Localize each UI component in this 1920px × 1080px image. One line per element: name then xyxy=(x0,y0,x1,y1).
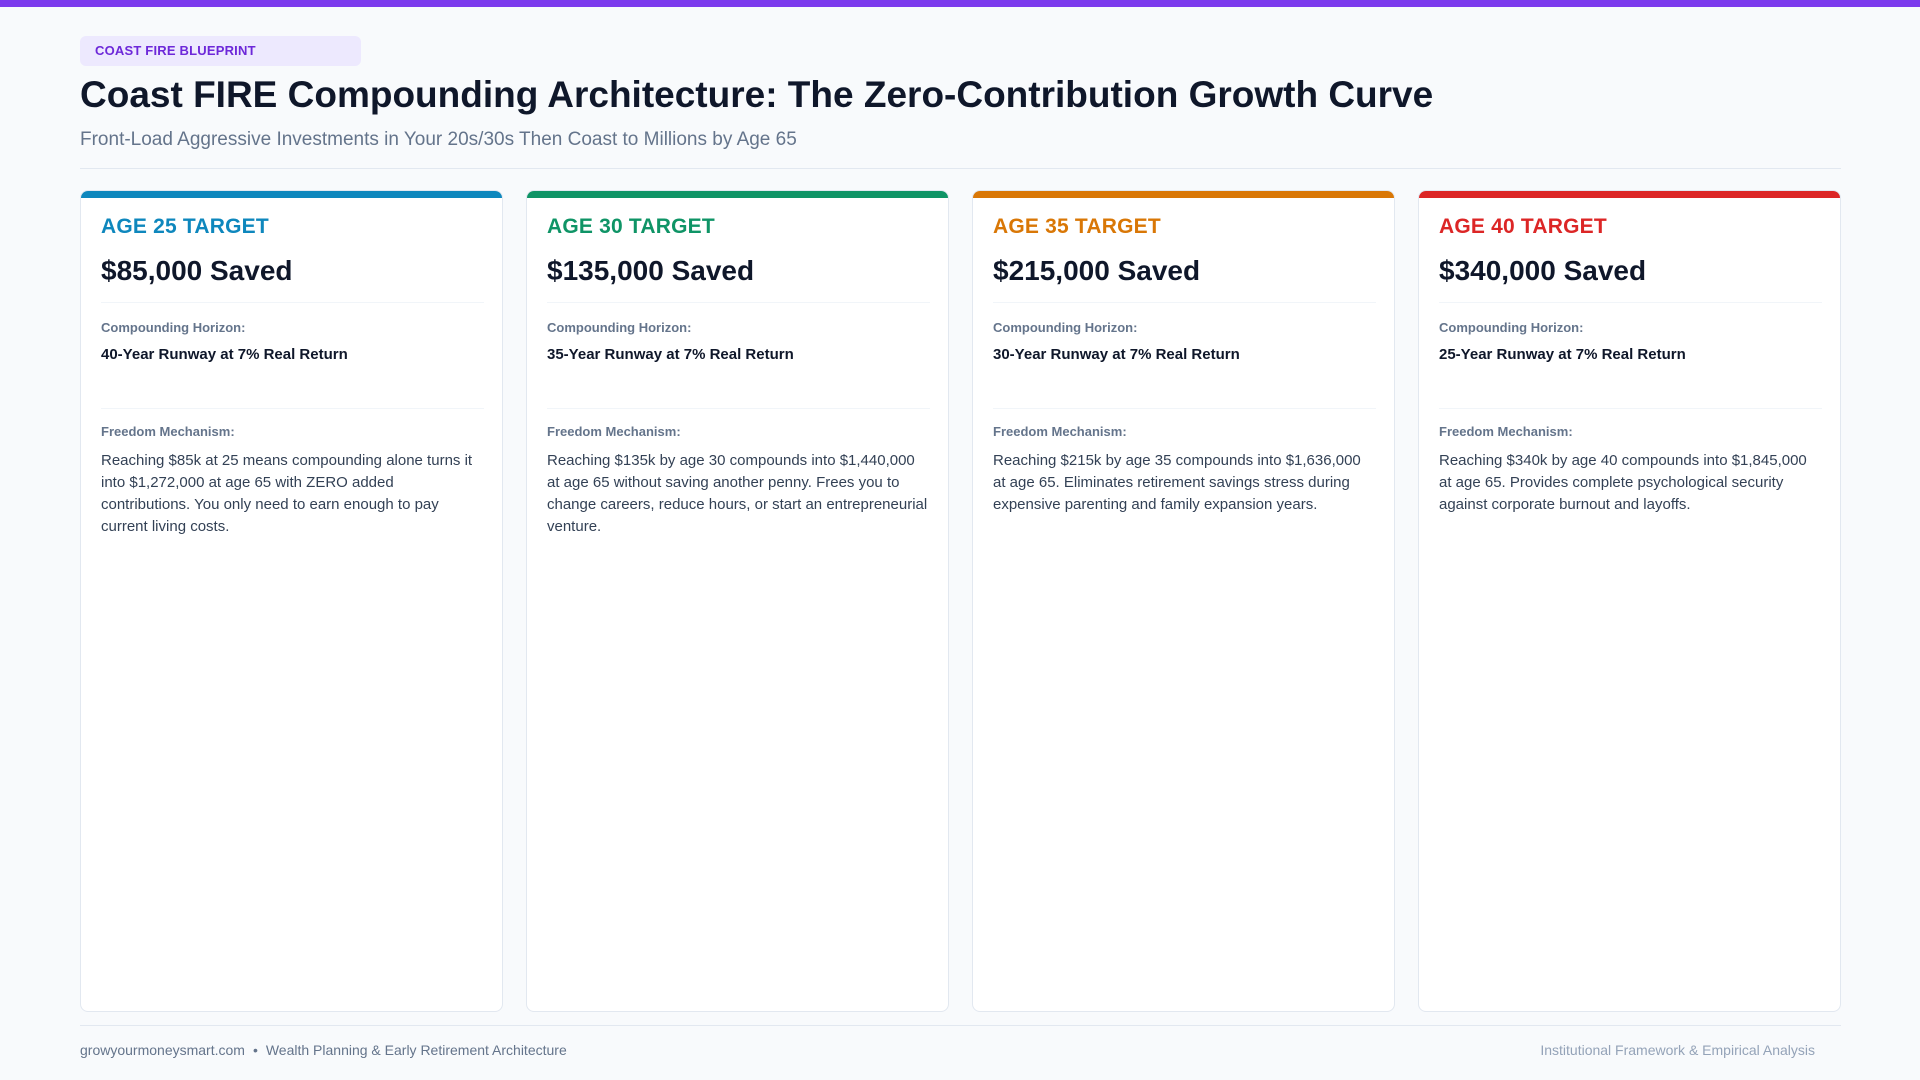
target-card-age-35: AGE 35 TARGET $215,000 Saved Compounding… xyxy=(972,190,1395,1012)
horizon-label: Compounding Horizon: xyxy=(101,320,246,335)
target-card-age-30: AGE 30 TARGET $135,000 Saved Compounding… xyxy=(526,190,949,1012)
card-divider xyxy=(1439,408,1822,409)
page-title: Coast FIRE Compounding Architecture: The… xyxy=(80,74,1434,115)
horizon-value: 30-Year Runway at 7% Real Return xyxy=(993,346,1240,363)
horizon-value: 25-Year Runway at 7% Real Return xyxy=(1439,346,1686,363)
card-divider xyxy=(993,302,1376,303)
mechanism-label: Freedom Mechanism: xyxy=(547,424,681,439)
mechanism-text: Reaching $340k by age 40 compounds into … xyxy=(1439,452,1807,513)
page: COAST FIRE BLUEPRINT Coast FIRE Compound… xyxy=(80,0,1841,1080)
target-card-age-25: AGE 25 TARGET $85,000 Saved Compounding … xyxy=(80,190,503,1012)
mechanism-label: Freedom Mechanism: xyxy=(1439,424,1573,439)
card-divider xyxy=(547,302,930,303)
footer-left: growyourmoneysmart.com • Wealth Planning &… xyxy=(80,1042,567,1058)
footer-site: growyourmoneysmart.com xyxy=(80,1042,245,1058)
card-divider xyxy=(1439,302,1822,303)
horizon-value: 35-Year Runway at 7% Real Return xyxy=(547,346,794,363)
card-accent-bar xyxy=(527,191,948,198)
mechanism-label: Freedom Mechanism: xyxy=(993,424,1127,439)
horizon-label: Compounding Horizon: xyxy=(547,320,692,335)
mechanism-label: Freedom Mechanism: xyxy=(101,424,235,439)
card-amount: $85,000 Saved xyxy=(101,255,293,286)
header-divider xyxy=(80,168,1841,169)
target-card-age-40: AGE 40 TARGET $340,000 Saved Compounding… xyxy=(1418,190,1841,1012)
card-accent-bar xyxy=(1419,191,1840,198)
card-label: AGE 25 TARGET xyxy=(101,215,269,238)
card-accent-bar xyxy=(81,191,502,198)
footer-separator: • xyxy=(252,1042,258,1058)
card-accent-bar xyxy=(973,191,1394,198)
card-amount: $340,000 Saved xyxy=(1439,255,1647,286)
card-divider xyxy=(993,408,1376,409)
horizon-value: 40-Year Runway at 7% Real Return xyxy=(101,346,348,363)
card-divider xyxy=(101,408,484,409)
card-divider xyxy=(101,302,484,303)
target-cards: AGE 25 TARGET $85,000 Saved Compounding … xyxy=(80,190,1841,1012)
mechanism-text: Reaching $85k at 25 means compounding al… xyxy=(101,452,473,535)
page-subtitle: Front-Load Aggressive Investments in You… xyxy=(80,129,797,150)
card-label: AGE 40 TARGET xyxy=(1439,215,1607,238)
mechanism-text: Reaching $135k by age 30 compounds into … xyxy=(547,452,928,535)
top-accent-bar xyxy=(0,0,1920,7)
footer-right: Institutional Framework & Empirical Anal… xyxy=(1540,1042,1815,1058)
card-amount: $215,000 Saved xyxy=(993,255,1201,286)
horizon-label: Compounding Horizon: xyxy=(1439,320,1584,335)
horizon-label: Compounding Horizon: xyxy=(993,320,1138,335)
card-amount: $135,000 Saved xyxy=(547,255,755,286)
mechanism-text: Reaching $215k by age 35 compounds into … xyxy=(993,452,1361,513)
card-divider xyxy=(547,408,930,409)
category-tag: COAST FIRE BLUEPRINT xyxy=(80,36,361,66)
footer-section: Wealth Planning & Early Retirement Archi… xyxy=(265,1042,567,1058)
card-label: AGE 35 TARGET xyxy=(993,215,1161,238)
footer-divider xyxy=(80,1025,1841,1026)
card-label: AGE 30 TARGET xyxy=(547,215,715,238)
